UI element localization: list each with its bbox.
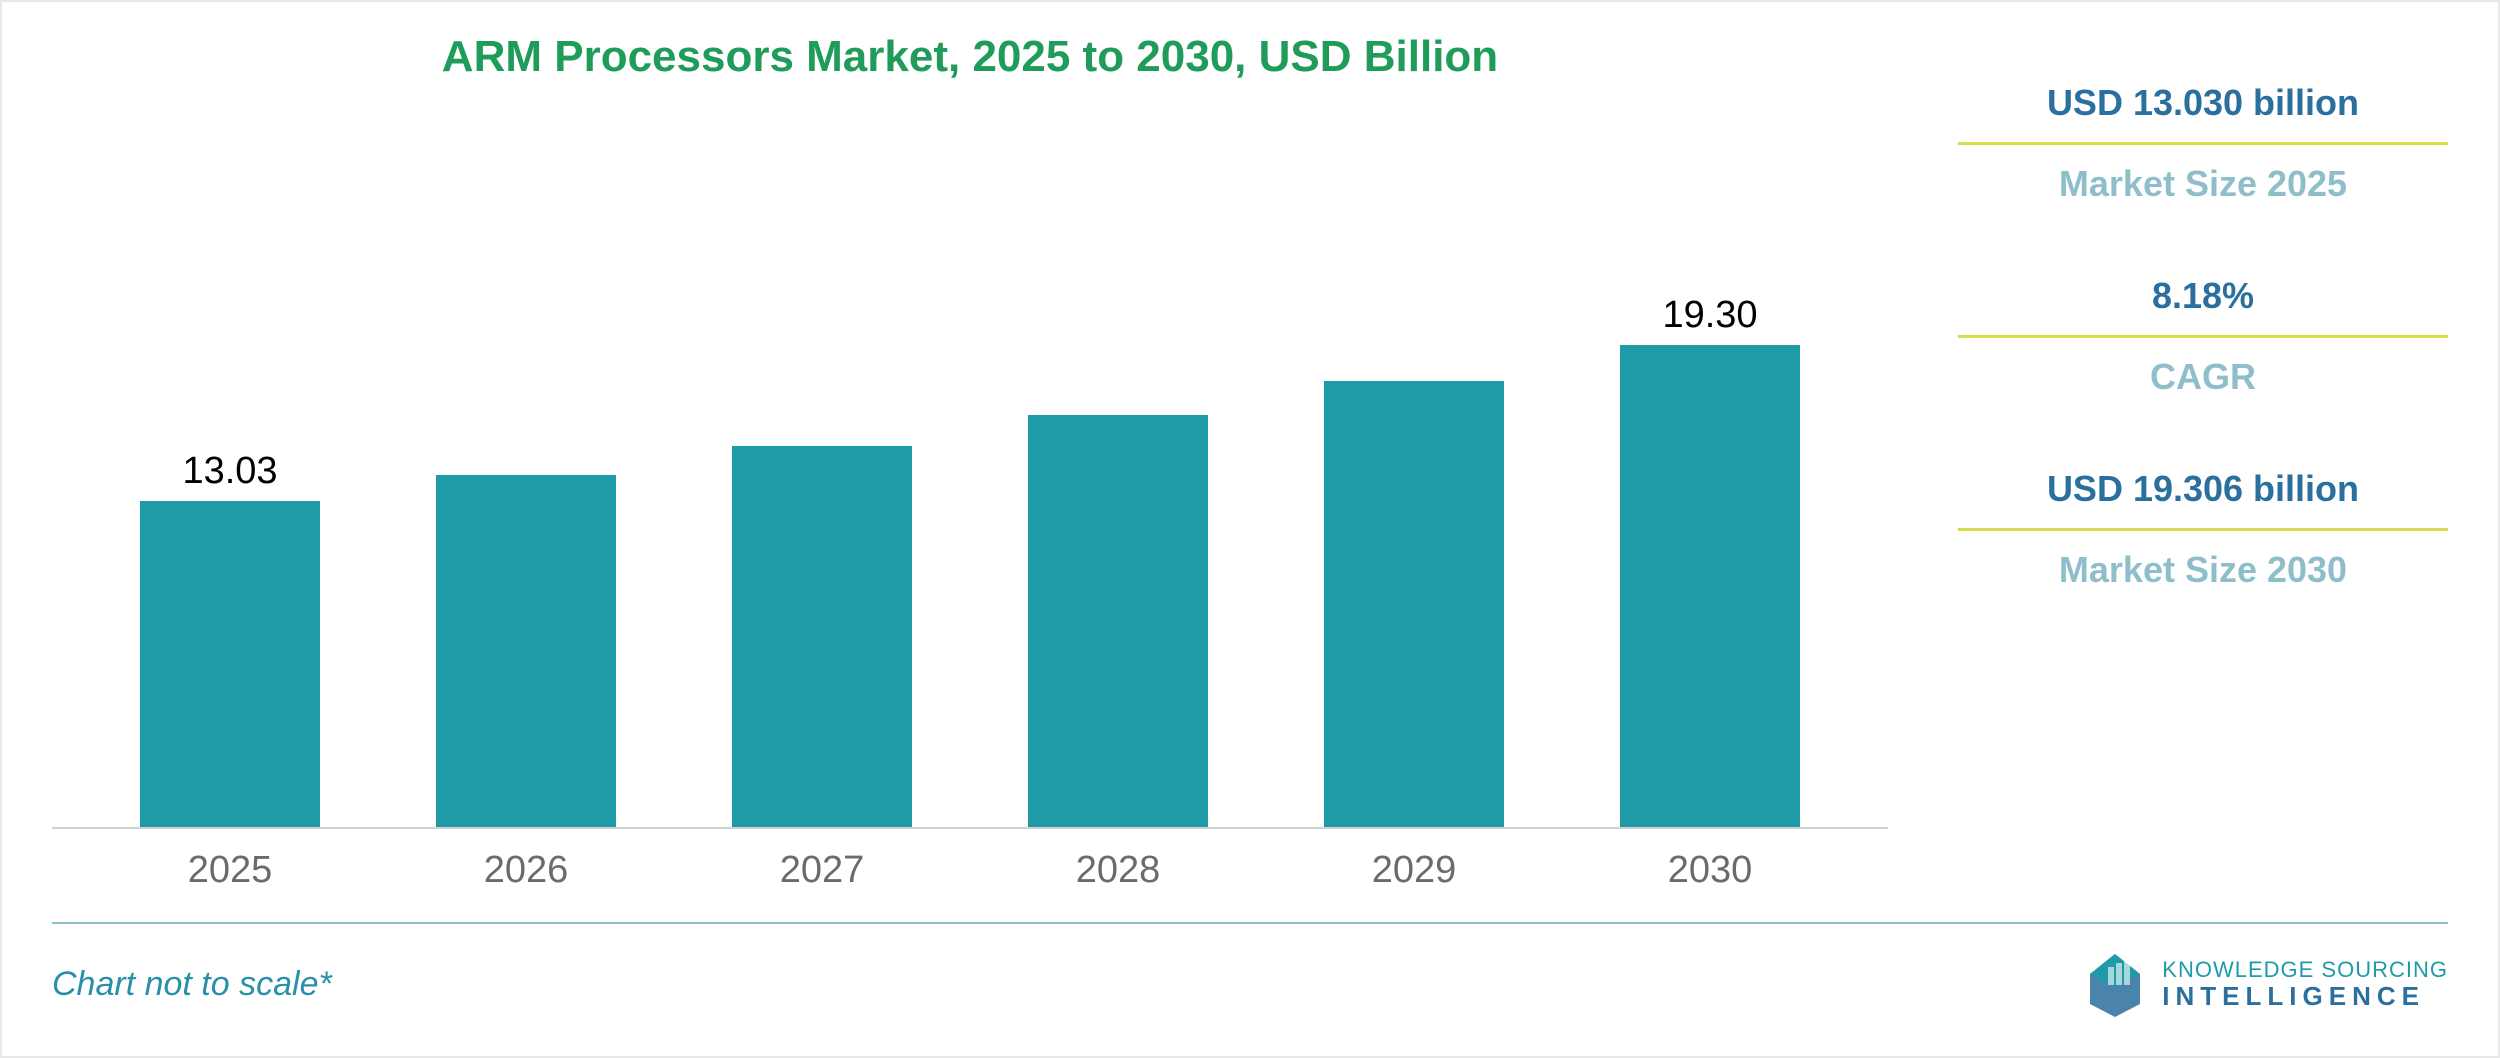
- bar: [140, 501, 320, 827]
- logo-icon: [2080, 949, 2150, 1019]
- bar-wrap: [1314, 381, 1514, 827]
- bar-wrap: 19.30: [1610, 294, 1810, 828]
- stat-divider: [1958, 142, 2448, 145]
- bar-wrap: 13.03: [130, 450, 330, 827]
- bar-wrap: [722, 446, 922, 827]
- x-axis: 2025 2026 2027 2028 2029 2030: [52, 829, 1888, 892]
- stats-panel: USD 13.030 billion Market Size 2025 8.18% C…: [1928, 32, 2448, 892]
- footer: Chart not to scale* KNOWLEDGE SOURCING I…: [52, 924, 2448, 1019]
- logo-text: KNOWLEDGE SOURCING INTELLIGENCE: [2162, 958, 2448, 1011]
- x-tick: 2029: [1314, 849, 1514, 892]
- chart-plot: 13.03 19.30: [52, 132, 1888, 829]
- x-tick: 2027: [722, 849, 922, 892]
- bar-value-label: 19.30: [1662, 294, 1757, 337]
- stat-value: 8.18%: [1958, 275, 2448, 317]
- footnote: Chart not to scale*: [52, 965, 332, 1004]
- bar: [1324, 381, 1504, 827]
- bar: [1620, 345, 1800, 828]
- stat-label: Market Size 2030: [1958, 549, 2448, 591]
- stat-value: USD 19.306 billion: [1958, 468, 2448, 510]
- stat-divider: [1958, 335, 2448, 338]
- bar-wrap: [426, 475, 626, 828]
- stat-divider: [1958, 528, 2448, 531]
- chart-area: ARM Processors Market, 2025 to 2030, USD…: [52, 32, 1928, 892]
- bar: [436, 475, 616, 828]
- bar: [732, 446, 912, 827]
- x-tick: 2028: [1018, 849, 1218, 892]
- main-container: ARM Processors Market, 2025 to 2030, USD…: [52, 32, 2448, 892]
- stat-label: Market Size 2025: [1958, 163, 2448, 205]
- logo-text-top: KNOWLEDGE SOURCING: [2162, 958, 2448, 982]
- chart-title: ARM Processors Market, 2025 to 2030, USD…: [52, 32, 1888, 82]
- bars-container: 13.03 19.30: [52, 132, 1888, 827]
- stat-block: USD 19.306 billion Market Size 2030: [1958, 468, 2448, 591]
- x-tick: 2026: [426, 849, 626, 892]
- stat-label: CAGR: [1958, 356, 2448, 398]
- bar-wrap: [1018, 415, 1218, 828]
- bar: [1028, 415, 1208, 828]
- logo-text-bottom: INTELLIGENCE: [2162, 982, 2448, 1011]
- stat-block: 8.18% CAGR: [1958, 275, 2448, 398]
- bar-value-label: 13.03: [182, 450, 277, 493]
- brand-logo: KNOWLEDGE SOURCING INTELLIGENCE: [2080, 949, 2448, 1019]
- x-tick: 2025: [130, 849, 330, 892]
- x-tick: 2030: [1610, 849, 1810, 892]
- stat-value: USD 13.030 billion: [1958, 82, 2448, 124]
- stat-block: USD 13.030 billion Market Size 2025: [1958, 82, 2448, 205]
